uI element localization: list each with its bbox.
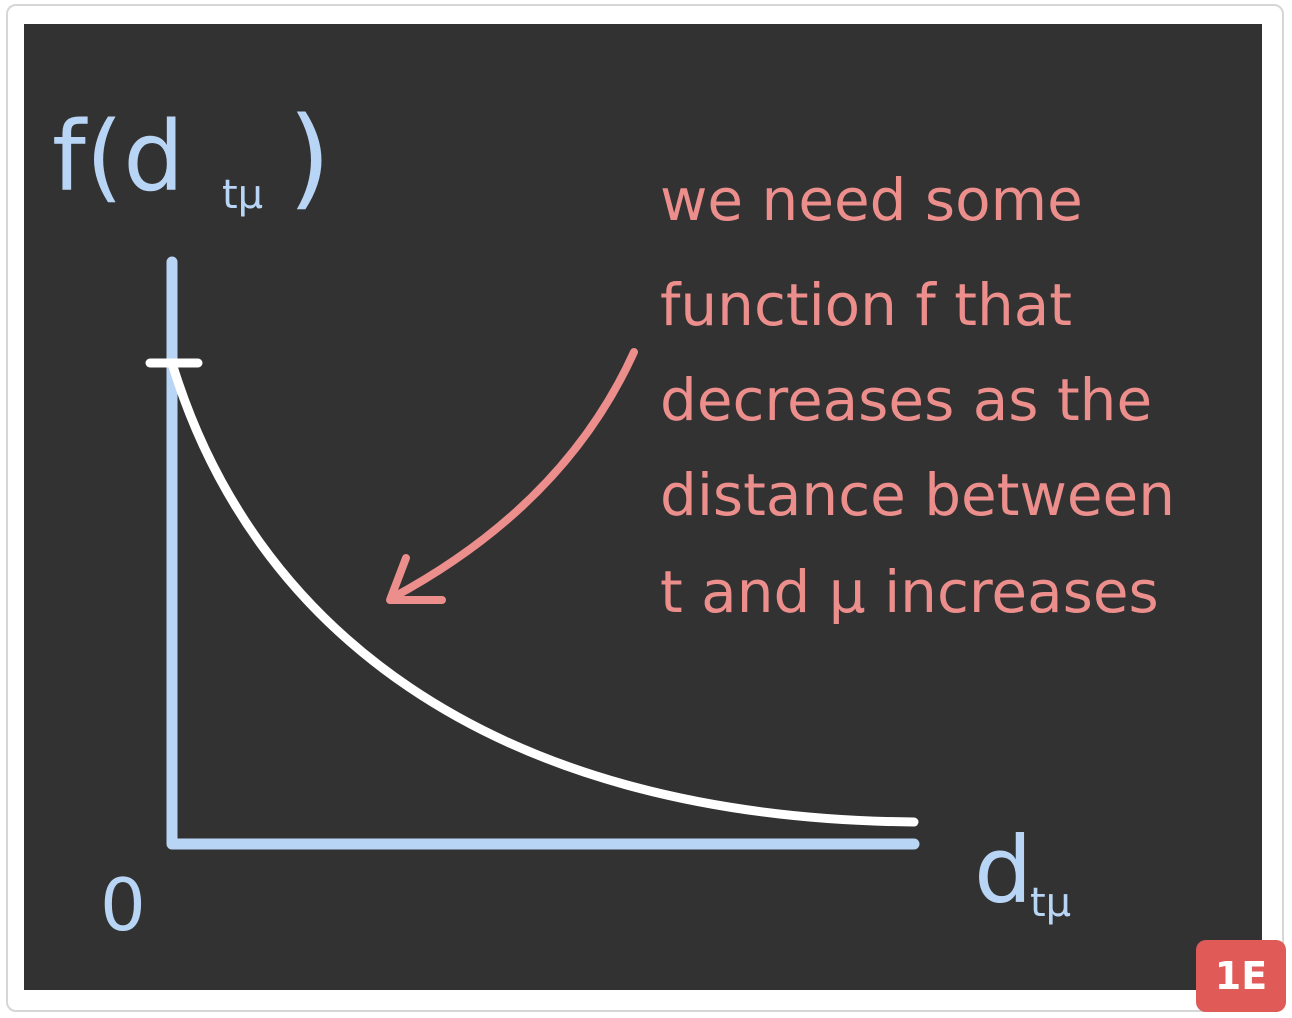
pointer-arrow-shaft bbox=[388, 348, 638, 602]
axes bbox=[166, 256, 920, 850]
y-axis-label: f(d bbox=[52, 101, 184, 213]
x-axis-label-subscript: tμ bbox=[1030, 880, 1071, 926]
x-axis-label: d bbox=[974, 817, 1032, 924]
decreasing-curve bbox=[167, 358, 919, 827]
annotation-line-5: t and μ increases bbox=[660, 558, 1159, 626]
annotation: we need some function f that decreases a… bbox=[660, 166, 1175, 626]
annotation-line-2: function f that bbox=[660, 271, 1072, 339]
origin-label: 0 bbox=[100, 863, 146, 947]
slide-badge: 1E bbox=[1196, 940, 1286, 1012]
y-axis-label-subscript: tμ bbox=[222, 172, 263, 218]
pointer-arrow-head bbox=[386, 554, 446, 604]
annotation-line-1: we need some bbox=[660, 166, 1083, 234]
annotation-line-3: decreases as the bbox=[660, 366, 1152, 434]
y-axis-label-close-paren: ) bbox=[288, 93, 331, 221]
annotation-line-4: distance between bbox=[660, 461, 1175, 529]
chalkboard bbox=[24, 24, 1262, 990]
